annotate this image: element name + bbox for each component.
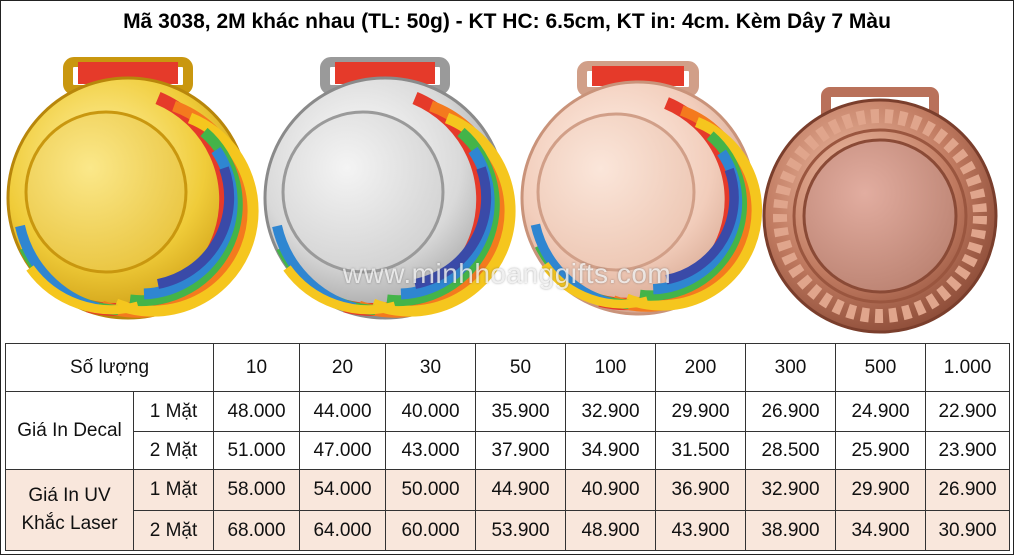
decal-group-label: Giá In Decal [5, 391, 134, 470]
price-cell: 54.000 [299, 469, 386, 511]
price-cell: 32.900 [565, 391, 656, 432]
price-cell: 29.900 [655, 391, 746, 432]
quantity-cell: 300 [745, 343, 836, 392]
price-cell: 47.000 [299, 431, 386, 470]
price-cell: 44.900 [475, 469, 566, 511]
uv-1-side-row: Giá In UV Khắc Laser 1 Mặt 58.000 54.000… [5, 469, 1010, 551]
price-cell: 26.900 [745, 391, 836, 432]
price-cell: 31.500 [655, 431, 746, 470]
price-cell: 25.900 [835, 431, 926, 470]
price-cell: 32.900 [745, 469, 836, 511]
price-cell: 30.900 [925, 510, 1010, 551]
bronze-medal-image [762, 87, 998, 334]
sides-label: 2 Mặt [133, 510, 214, 551]
sides-label: 1 Mặt [133, 391, 214, 432]
price-cell: 28.500 [745, 431, 836, 470]
watermark-text: www.minhhoanggifts.com [342, 258, 672, 289]
price-cell: 44.000 [299, 391, 386, 432]
gold-medal-image [6, 57, 253, 320]
uv-laser-group-label: Giá In UV Khắc Laser [5, 469, 134, 551]
price-cell: 35.900 [475, 391, 566, 432]
sides-label: 1 Mặt [133, 469, 214, 511]
price-cell: 48.900 [565, 510, 656, 551]
quantity-cell: 30 [385, 343, 476, 392]
price-cell: 37.900 [475, 431, 566, 470]
quantity-cell: 20 [299, 343, 386, 392]
quantity-row: Số lượng 10 20 30 50 100 200 300 500 1.0… [5, 343, 1010, 392]
rose-gold-medal-image [520, 61, 757, 316]
price-cell: 60.000 [385, 510, 476, 551]
page-title: Mã 3038, 2M khác nhau (TL: 50g) - KT HC:… [123, 10, 891, 33]
price-cell: 48.000 [213, 391, 300, 432]
price-cell: 40.000 [385, 391, 476, 432]
quantity-cell: 500 [835, 343, 926, 392]
price-cell: 51.000 [213, 431, 300, 470]
price-table: Số lượng 10 20 30 50 100 200 300 500 1.0… [5, 343, 1010, 551]
price-cell: 40.900 [565, 469, 656, 511]
price-cell: 23.900 [925, 431, 1010, 470]
quantity-cell: 200 [655, 343, 746, 392]
price-cell: 64.000 [299, 510, 386, 551]
quantity-cell: 1.000 [925, 343, 1010, 392]
price-cell: 68.000 [213, 510, 300, 551]
price-cell: 36.900 [655, 469, 746, 511]
price-cell: 26.900 [925, 469, 1010, 511]
price-cell: 43.000 [385, 431, 476, 470]
price-cell: 58.000 [213, 469, 300, 511]
quantity-cell: 10 [213, 343, 300, 392]
price-cell: 22.900 [925, 391, 1010, 432]
quantity-label: Số lượng [5, 343, 214, 392]
price-cell: 24.900 [835, 391, 926, 432]
sides-label: 2 Mặt [133, 431, 214, 470]
price-cell: 34.900 [835, 510, 926, 551]
silver-medal-image [263, 57, 510, 320]
medal-photos [6, 57, 998, 334]
price-cell: 43.900 [655, 510, 746, 551]
quantity-cell: 50 [475, 343, 566, 392]
price-cell: 53.900 [475, 510, 566, 551]
price-cell: 38.900 [745, 510, 836, 551]
uv-2-side-row: 2 Mặt 68.000 64.000 60.000 53.900 48.900… [6, 510, 1010, 551]
price-cell: 50.000 [385, 469, 476, 511]
price-cell: 34.900 [565, 431, 656, 470]
decal-1-side-row: Giá In Decal 1 Mặt 48.000 44.000 40.000 … [5, 391, 1010, 470]
price-cell: 29.900 [835, 469, 926, 511]
quantity-cell: 100 [565, 343, 656, 392]
decal-2-side-row: 2 Mặt 51.000 47.000 43.000 37.900 34.900… [6, 431, 1010, 470]
